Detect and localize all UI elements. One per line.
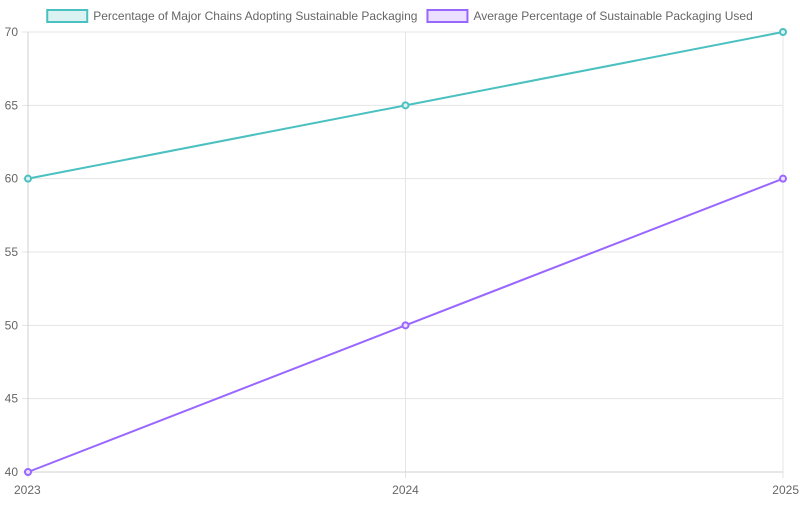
data-point[interactable] [24, 174, 32, 183]
data-point[interactable] [779, 28, 787, 36]
grid [22, 31, 784, 478]
legend-swatch [46, 9, 89, 23]
data-point[interactable] [401, 321, 410, 330]
data-point[interactable] [24, 468, 32, 476]
x-tick-label: 2025 [772, 483, 799, 497]
y-tick-label: 70 [5, 25, 19, 39]
y-tick-label: 65 [5, 98, 19, 112]
x-tick-label: 2023 [14, 483, 41, 497]
x-tick-label: 2024 [392, 483, 419, 497]
y-tick-label: 45 [5, 392, 19, 406]
legend-label: Percentage of Major Chains Adopting Sust… [93, 9, 417, 23]
series-2 [24, 174, 787, 476]
y-tick-label: 60 [5, 172, 19, 186]
legend-item[interactable]: Average Percentage of Sustainable Packag… [426, 9, 753, 23]
legend-swatch [426, 9, 469, 23]
data-point[interactable] [779, 174, 787, 183]
legend-label: Average Percentage of Sustainable Packag… [473, 9, 752, 23]
y-tick-label: 50 [5, 318, 19, 332]
y-tick-label: 40 [5, 465, 19, 479]
y-tick-label: 55 [5, 245, 19, 259]
data-point[interactable] [401, 101, 410, 110]
legend-item[interactable]: Percentage of Major Chains Adopting Sust… [46, 9, 417, 23]
legend: Percentage of Major Chains Adopting Sust… [46, 9, 753, 23]
series-1 [24, 28, 787, 183]
